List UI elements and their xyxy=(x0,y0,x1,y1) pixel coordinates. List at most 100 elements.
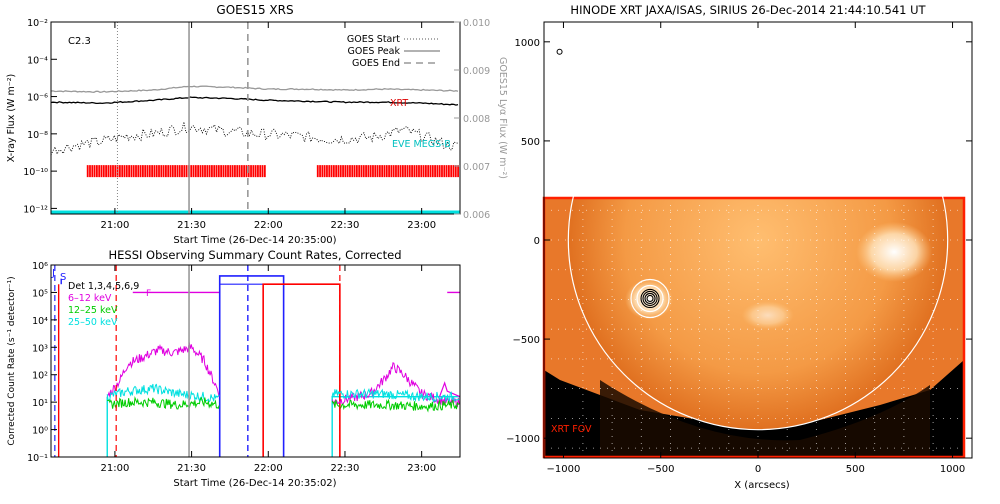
map-flare-contour xyxy=(644,292,656,305)
map-y-tick-label: −500 xyxy=(513,335,540,346)
goes-xrt-coverage-tick xyxy=(139,165,142,178)
goes-y-tick-label: 10⁻¹² xyxy=(23,204,48,215)
goes-xrt-coverage-tick xyxy=(445,165,448,178)
hessi-series-line xyxy=(107,396,220,410)
hessi-y-tick-label: 10⁴ xyxy=(32,316,48,327)
map-flare-contour xyxy=(640,288,660,309)
goes-xrt-coverage-tick xyxy=(328,165,331,178)
goes-xrt-coverage-tick xyxy=(158,165,160,178)
goes-xrt-coverage-tick xyxy=(388,165,390,178)
goes-xrt-coverage-tick xyxy=(452,165,455,178)
goes-xrt-coverage-tick xyxy=(86,165,89,178)
hessi-y-tick-label: 10⁵ xyxy=(32,288,48,299)
goes-xrt-coverage-tick xyxy=(411,165,413,178)
goes-xrt-coverage-tick xyxy=(211,165,213,178)
goes-x-tick-label: 22:30 xyxy=(331,220,360,231)
goes-xrt-coverage-tick xyxy=(102,165,105,178)
map-y-tick-label: 1000 xyxy=(515,38,540,49)
goes-xrt-coverage-tick xyxy=(263,165,266,178)
hessi-red-step xyxy=(262,283,341,457)
map-y-tick-label: −1000 xyxy=(506,434,540,445)
goes-event-lines xyxy=(116,22,249,214)
goes-class-label: C2.3 xyxy=(68,36,91,47)
map-position-marker xyxy=(556,48,563,55)
goes-y2-tick-label: 0.010 xyxy=(463,18,490,29)
goes-xrt-coverage-tick xyxy=(257,165,259,178)
goes-xrt-coverage-tick xyxy=(441,165,443,178)
hessi-y-tick-label: 10⁻¹ xyxy=(27,453,48,464)
goes-xrt-coverage-tick xyxy=(204,165,206,178)
map-x-tick-label: −1000 xyxy=(547,464,581,475)
map-x-tick-label: 500 xyxy=(846,464,865,475)
hessi-blue-step xyxy=(218,275,285,457)
goes-xrt-coverage-tick xyxy=(105,165,107,178)
hessi-x-tick-label: 21:00 xyxy=(100,463,129,474)
goes-xrt-coverage-tick xyxy=(160,165,163,178)
goes-y2-tick-label: 0.008 xyxy=(463,114,490,125)
hessi-x-tick-label: 21:30 xyxy=(177,463,206,474)
map-bright-region xyxy=(856,221,933,282)
goes-series-line xyxy=(51,96,459,106)
goes-xrt-coverage-tick xyxy=(332,165,335,178)
goes-xrt-coverage-tick xyxy=(98,165,101,178)
goes-xrt-coverage-tick xyxy=(93,165,96,178)
map-y-ticks: 1000 500 0 −500 −1000 xyxy=(506,38,972,445)
goes-xrt-coverage xyxy=(86,165,460,178)
goes-xrt-coverage-tick xyxy=(355,165,358,178)
goes-xrt-coverage-tick xyxy=(118,165,121,178)
goes-y-tick-label: 10⁻⁶ xyxy=(27,93,48,104)
goes-y-ticks: 10⁻² 10⁻⁴ 10⁻⁶ 10⁻⁸ 10⁻¹⁰ 10⁻¹² xyxy=(23,18,57,215)
goes-xrt-coverage-tick xyxy=(213,165,216,178)
goes-xrt-coverage-tick xyxy=(390,165,393,178)
goes-y-label: X-ray Flux (W m⁻²) xyxy=(6,74,17,163)
goes-xrt-coverage-tick xyxy=(236,165,239,178)
hessi-y-tick-label: 10⁰ xyxy=(32,426,48,437)
goes-xrt-coverage-tick xyxy=(215,165,218,178)
hessi-legend-25-50: 25–50 keV xyxy=(68,317,118,328)
goes-xrt-coverage-tick xyxy=(116,165,119,178)
map-title: HINODE XRT JAXA/ISAS, SIRIUS 26-Dec-2014… xyxy=(570,3,926,17)
goes-xrt-coverage-tick xyxy=(135,165,137,178)
goes-xrt-coverage-tick xyxy=(369,165,372,178)
goes-xrt-coverage-tick xyxy=(342,165,344,178)
goes-xrt-coverage-tick xyxy=(91,165,94,178)
goes-y-tick-label: 10⁻⁸ xyxy=(27,130,48,141)
goes-xrt-coverage-tick xyxy=(408,165,411,178)
goes-xrt-coverage-tick xyxy=(254,165,257,178)
map-x-tick-label: 0 xyxy=(755,464,761,475)
goes-legend-end: GOES End xyxy=(352,58,400,69)
goes-xrt-coverage-tick xyxy=(337,165,340,178)
goes-xrt-coverage-tick xyxy=(240,165,243,178)
hessi-x-label: Start Time (26-Dec-14 20:35:02) xyxy=(173,478,336,489)
goes-xrt-coverage-tick xyxy=(415,165,418,178)
goes-xrt-coverage-tick xyxy=(162,165,165,178)
goes-xrt-coverage-tick xyxy=(339,165,342,178)
goes-xrt-coverage-tick xyxy=(89,165,91,178)
hessi-flag-j: J xyxy=(51,268,55,279)
goes-xrt-coverage-tick xyxy=(183,165,186,178)
goes-xrt-coverage-tick xyxy=(167,165,170,178)
goes-xrt-coverage-tick xyxy=(178,165,181,178)
hessi-y-tick-label: 10⁶ xyxy=(32,261,48,272)
goes-xrt-coverage-tick xyxy=(316,165,319,178)
goes-xrt-coverage-tick xyxy=(227,165,229,178)
goes-xrt-coverage-tick xyxy=(250,165,252,178)
goes-xrt-coverage-tick xyxy=(424,165,427,178)
goes-xrt-coverage-tick xyxy=(259,165,262,178)
goes-xrt-coverage-tick xyxy=(245,165,248,178)
hessi-y-label: Corrected Count Rate (s⁻¹ detector⁻¹) xyxy=(7,276,17,445)
goes-xrt-coverage-tick xyxy=(434,165,436,178)
map-x-label: X (arcsecs) xyxy=(734,480,790,491)
goes-xrt-coverage-tick xyxy=(217,165,220,178)
hessi-series-line xyxy=(331,387,460,403)
map-x-tick-label: −500 xyxy=(647,464,674,475)
goes-y-tick-label: 10⁻² xyxy=(27,18,48,29)
goes-x-tick-label: 21:30 xyxy=(177,220,206,231)
goes-xrt-label: XRT xyxy=(390,98,408,109)
goes-xrt-coverage-tick xyxy=(155,165,158,178)
goes-series xyxy=(51,85,459,156)
goes-xrt-coverage-tick xyxy=(413,165,416,178)
goes-xrt-coverage-tick xyxy=(229,165,232,178)
goes-xrt-coverage-tick xyxy=(443,165,446,178)
hessi-x-ticks: 21:00 21:30 22:00 22:30 23:00 xyxy=(100,265,436,474)
